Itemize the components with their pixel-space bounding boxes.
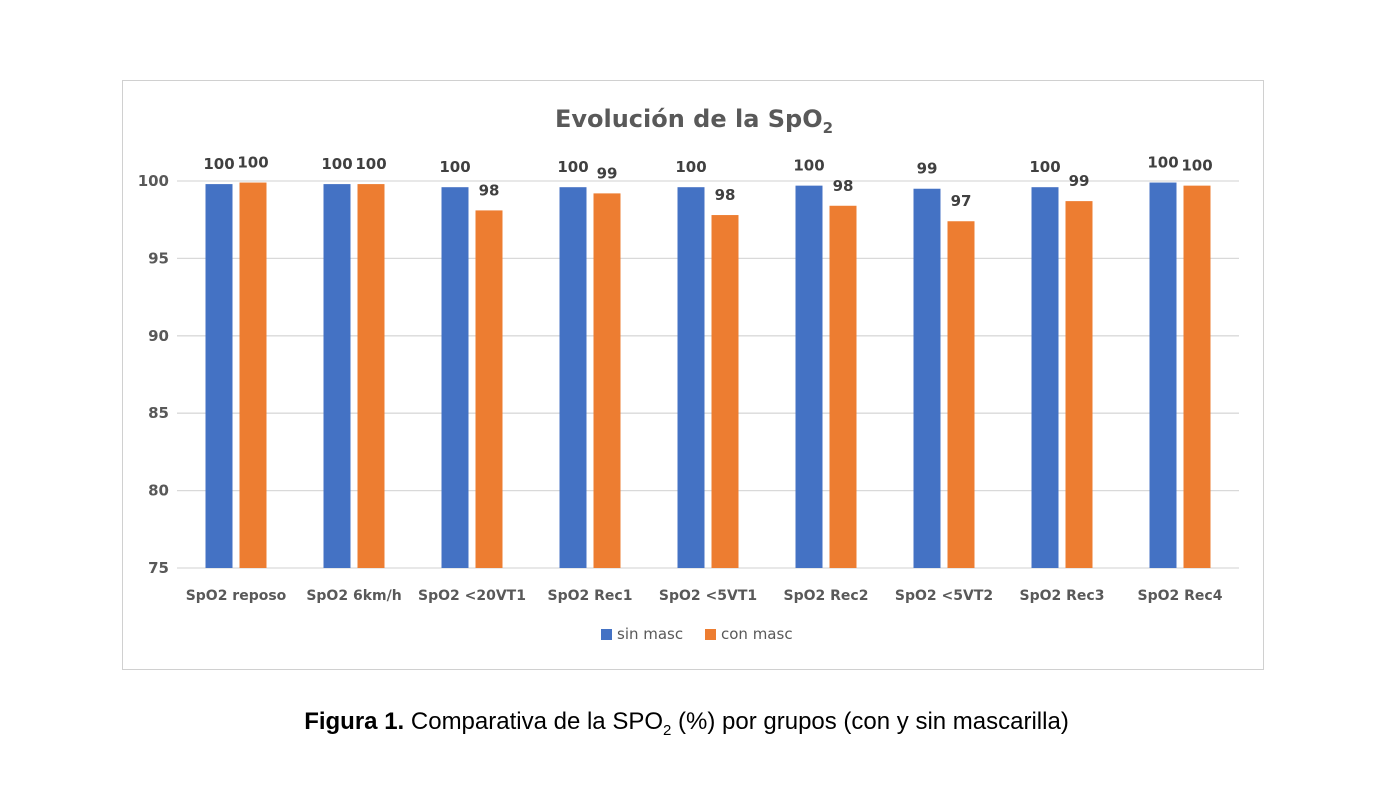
- caption-text-end: (%) por grupos (con y sin mascarilla): [671, 708, 1069, 735]
- bar-sin-masc-1: [205, 184, 233, 568]
- chart-title-subscript: 2: [823, 119, 833, 137]
- data-label-sin-masc-6: 100: [793, 157, 824, 175]
- gridlines: [177, 180, 1239, 569]
- data-label-sin-masc-8: 100: [1029, 158, 1060, 176]
- figure-caption: Figura 1. Comparativa de la SPO2 (%) por…: [0, 708, 1373, 739]
- data-label-con-masc-6: 98: [833, 177, 854, 195]
- x-category-label: SpO2 <5VT1: [659, 588, 757, 604]
- bars: [205, 182, 1211, 569]
- bar-sin-masc-9: [1149, 182, 1177, 568]
- y-tick-label: 90: [148, 327, 169, 345]
- y-axis-ticks: 75 80 85 90 95 100: [138, 172, 169, 577]
- data-label-sin-masc-7: 99: [917, 160, 938, 178]
- bar-sin-masc-6: [795, 185, 823, 569]
- data-label-sin-masc-1: 100: [203, 155, 234, 173]
- x-category-label: SpO2 6km/h: [306, 588, 401, 604]
- chart-title-main: Evolución de la SpO: [555, 105, 823, 133]
- data-label-con-masc-1: 100: [237, 154, 268, 172]
- x-category-label: SpO2 reposo: [186, 588, 287, 604]
- bar-con-masc-9: [1183, 185, 1211, 569]
- data-label-con-masc-5: 98: [715, 186, 736, 204]
- data-label-con-masc-7: 97: [951, 192, 972, 210]
- data-label-con-masc-3: 98: [479, 181, 500, 199]
- chart-frame: Evolución de la SpO2 75 80 85 90 95 100 100 10…: [122, 80, 1264, 670]
- caption-label: Figura 1.: [304, 708, 405, 735]
- x-category-label: SpO2 Rec4: [1138, 588, 1223, 604]
- data-label-con-masc-9: 100: [1181, 157, 1212, 175]
- x-category-label: SpO2 <20VT1: [418, 588, 526, 604]
- x-category-label: SpO2 Rec2: [784, 588, 869, 604]
- x-category-label: SpO2 Rec3: [1020, 588, 1105, 604]
- data-label-sin-masc-3: 100: [439, 158, 470, 176]
- bar-con-masc-6: [829, 205, 857, 568]
- bar-con-masc-7: [947, 221, 975, 569]
- bar-sin-masc-2: [323, 184, 351, 568]
- caption-subscript: 2: [663, 721, 672, 739]
- bar-con-masc-2: [357, 184, 385, 568]
- bar-con-masc-8: [1065, 201, 1093, 568]
- bar-sin-masc-5: [677, 187, 705, 568]
- data-label-con-masc-2: 100: [355, 155, 386, 173]
- bar-con-masc-5: [711, 215, 739, 568]
- bar-sin-masc-8: [1031, 187, 1059, 568]
- bar-con-masc-1: [239, 182, 267, 568]
- data-label-sin-masc-4: 100: [557, 158, 588, 176]
- y-tick-label: 80: [148, 482, 169, 500]
- y-tick-label: 100: [138, 172, 169, 190]
- legend: sin masc con masc: [601, 625, 793, 643]
- bar-con-masc-3: [475, 210, 503, 569]
- bar-sin-masc-7: [913, 188, 941, 568]
- data-label-con-masc-4: 99: [597, 164, 618, 182]
- bar-con-masc-4: [593, 193, 621, 568]
- legend-swatch-con-masc: [705, 629, 716, 640]
- x-axis-categories: SpO2 reposo SpO2 6km/h SpO2 <20VT1 SpO2 Rec…: [186, 588, 1223, 604]
- chart-title: Evolución de la SpO2: [555, 105, 833, 137]
- legend-label-sin-masc: sin masc: [617, 625, 683, 643]
- y-tick-label: 95: [148, 249, 169, 267]
- data-label-sin-masc-2: 100: [321, 155, 352, 173]
- bar-sin-masc-3: [441, 187, 469, 568]
- x-category-label: SpO2 <5VT2: [895, 588, 993, 604]
- data-label-sin-masc-9: 100: [1147, 154, 1178, 172]
- y-tick-label: 85: [148, 404, 169, 422]
- data-label-con-masc-8: 99: [1069, 172, 1090, 190]
- legend-label-con-masc: con masc: [721, 625, 793, 643]
- x-category-label: SpO2 Rec1: [548, 588, 633, 604]
- caption-text: Comparativa de la SPO: [404, 708, 664, 735]
- legend-swatch-sin-masc: [601, 629, 612, 640]
- y-tick-label: 75: [148, 559, 169, 577]
- bar-sin-masc-4: [559, 187, 587, 568]
- data-label-sin-masc-5: 100: [675, 158, 706, 176]
